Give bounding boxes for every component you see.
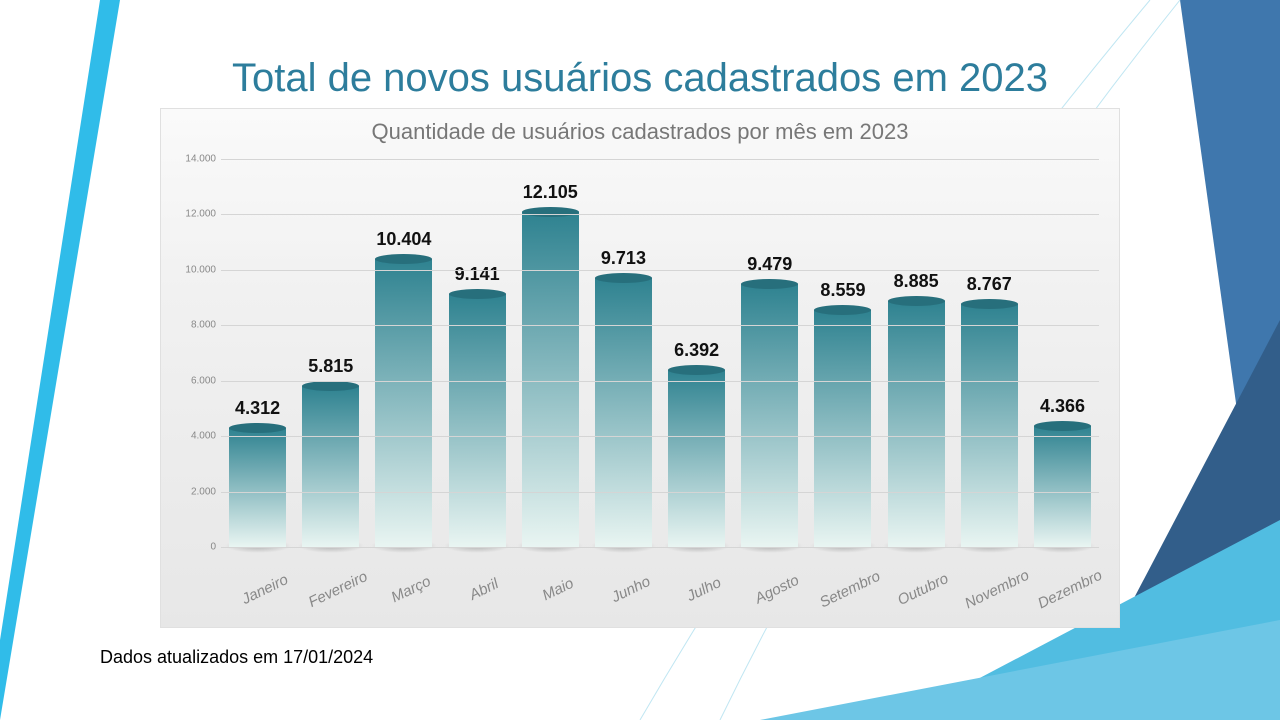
bar-value-label: 9.713 <box>601 248 646 269</box>
bar: 9.713 <box>595 278 652 547</box>
slide-title: Total de novos usuários cadastrados em 2… <box>0 56 1280 101</box>
x-tick-label: Agosto <box>733 553 806 623</box>
x-tick-label: Setembro <box>806 553 879 623</box>
bar-chart: Quantidade de usuários cadastrados por m… <box>160 108 1120 628</box>
bar-cap <box>1034 421 1091 431</box>
bar-value-label: 9.479 <box>747 254 792 275</box>
bar-cap <box>375 254 432 264</box>
bar-slot: 9.141 <box>441 159 514 547</box>
bar-value-label: 8.559 <box>820 280 865 301</box>
grid-line <box>221 436 1099 437</box>
grid-line <box>221 381 1099 382</box>
bar-cap <box>741 279 798 289</box>
bar-slot: 12.105 <box>514 159 587 547</box>
x-tick-label: Março <box>367 553 440 623</box>
bar-value-label: 8.767 <box>967 274 1012 295</box>
bar-cap <box>229 423 286 433</box>
y-tick-label: 10.000 <box>176 264 216 275</box>
bar-cap <box>449 289 506 299</box>
grid-line <box>221 159 1099 160</box>
bar-cap <box>595 273 652 283</box>
x-tick-label: Dezembro <box>1026 553 1099 623</box>
bar-slot: 8.767 <box>953 159 1026 547</box>
grid-line <box>221 214 1099 215</box>
bar-slot: 4.366 <box>1026 159 1099 547</box>
x-axis: JaneiroFevereiroMarçoAbrilMaioJunhoJulho… <box>221 553 1099 623</box>
bar: 12.105 <box>522 212 579 547</box>
bar-slot: 6.392 <box>660 159 733 547</box>
grid-line <box>221 270 1099 271</box>
plot-area: 4.312 5.815 10.404 9.141 12.105 9.713 6.392 9.4… <box>221 159 1099 547</box>
bar: 9.479 <box>741 284 798 547</box>
bar-cap <box>814 305 871 315</box>
bar-slot: 9.713 <box>587 159 660 547</box>
bar-slot: 8.559 <box>806 159 879 547</box>
bar-value-label: 6.392 <box>674 340 719 361</box>
x-tick-label: Julho <box>660 553 733 623</box>
x-tick-label: Outubro <box>880 553 953 623</box>
bar-slot: 9.479 <box>733 159 806 547</box>
x-tick-label: Junho <box>587 553 660 623</box>
bar: 8.885 <box>888 301 945 547</box>
grid-line <box>221 492 1099 493</box>
y-tick-label: 2.000 <box>176 486 216 497</box>
bar: 10.404 <box>375 259 432 547</box>
x-tick-label: Novembro <box>953 553 1026 623</box>
y-tick-label: 4.000 <box>176 431 216 442</box>
y-tick-label: 14.000 <box>176 154 216 165</box>
bar-cap <box>888 296 945 306</box>
bar-cap <box>668 365 725 375</box>
footer-note: Dados atualizados em 17/01/2024 <box>100 647 373 668</box>
x-tick-label: Janeiro <box>221 553 294 623</box>
bar: 8.767 <box>961 304 1018 547</box>
x-tick-label: Maio <box>514 553 587 623</box>
bar: 6.392 <box>668 370 725 547</box>
bar-slot: 10.404 <box>367 159 440 547</box>
bar-value-label: 12.105 <box>523 182 578 203</box>
bar: 4.366 <box>1034 426 1091 547</box>
bar-slot: 8.885 <box>880 159 953 547</box>
bar-slot: 5.815 <box>294 159 367 547</box>
y-tick-label: 0 <box>176 542 216 553</box>
grid-line <box>221 547 1099 548</box>
bar-value-label: 4.312 <box>235 398 280 419</box>
bar-value-label: 4.366 <box>1040 396 1085 417</box>
bar-cap <box>302 381 359 391</box>
chart-title: Quantidade de usuários cadastrados por m… <box>161 119 1119 145</box>
bar: 4.312 <box>229 428 286 548</box>
x-tick-label: Fevereiro <box>294 553 367 623</box>
bar-value-label: 5.815 <box>308 356 353 377</box>
bar-value-label: 10.404 <box>376 229 431 250</box>
x-tick-label: Abril <box>441 553 514 623</box>
bar-value-label: 8.885 <box>894 271 939 292</box>
bar-cap <box>961 299 1018 309</box>
y-tick-label: 12.000 <box>176 209 216 220</box>
y-tick-label: 8.000 <box>176 320 216 331</box>
bar: 5.815 <box>302 386 359 547</box>
bar: 9.141 <box>449 294 506 547</box>
bar-value-label: 9.141 <box>455 264 500 285</box>
bar-container: 4.312 5.815 10.404 9.141 12.105 9.713 6.392 9.4… <box>221 159 1099 547</box>
bar-slot: 4.312 <box>221 159 294 547</box>
bar: 8.559 <box>814 310 871 547</box>
y-tick-label: 6.000 <box>176 375 216 386</box>
grid-line <box>221 325 1099 326</box>
